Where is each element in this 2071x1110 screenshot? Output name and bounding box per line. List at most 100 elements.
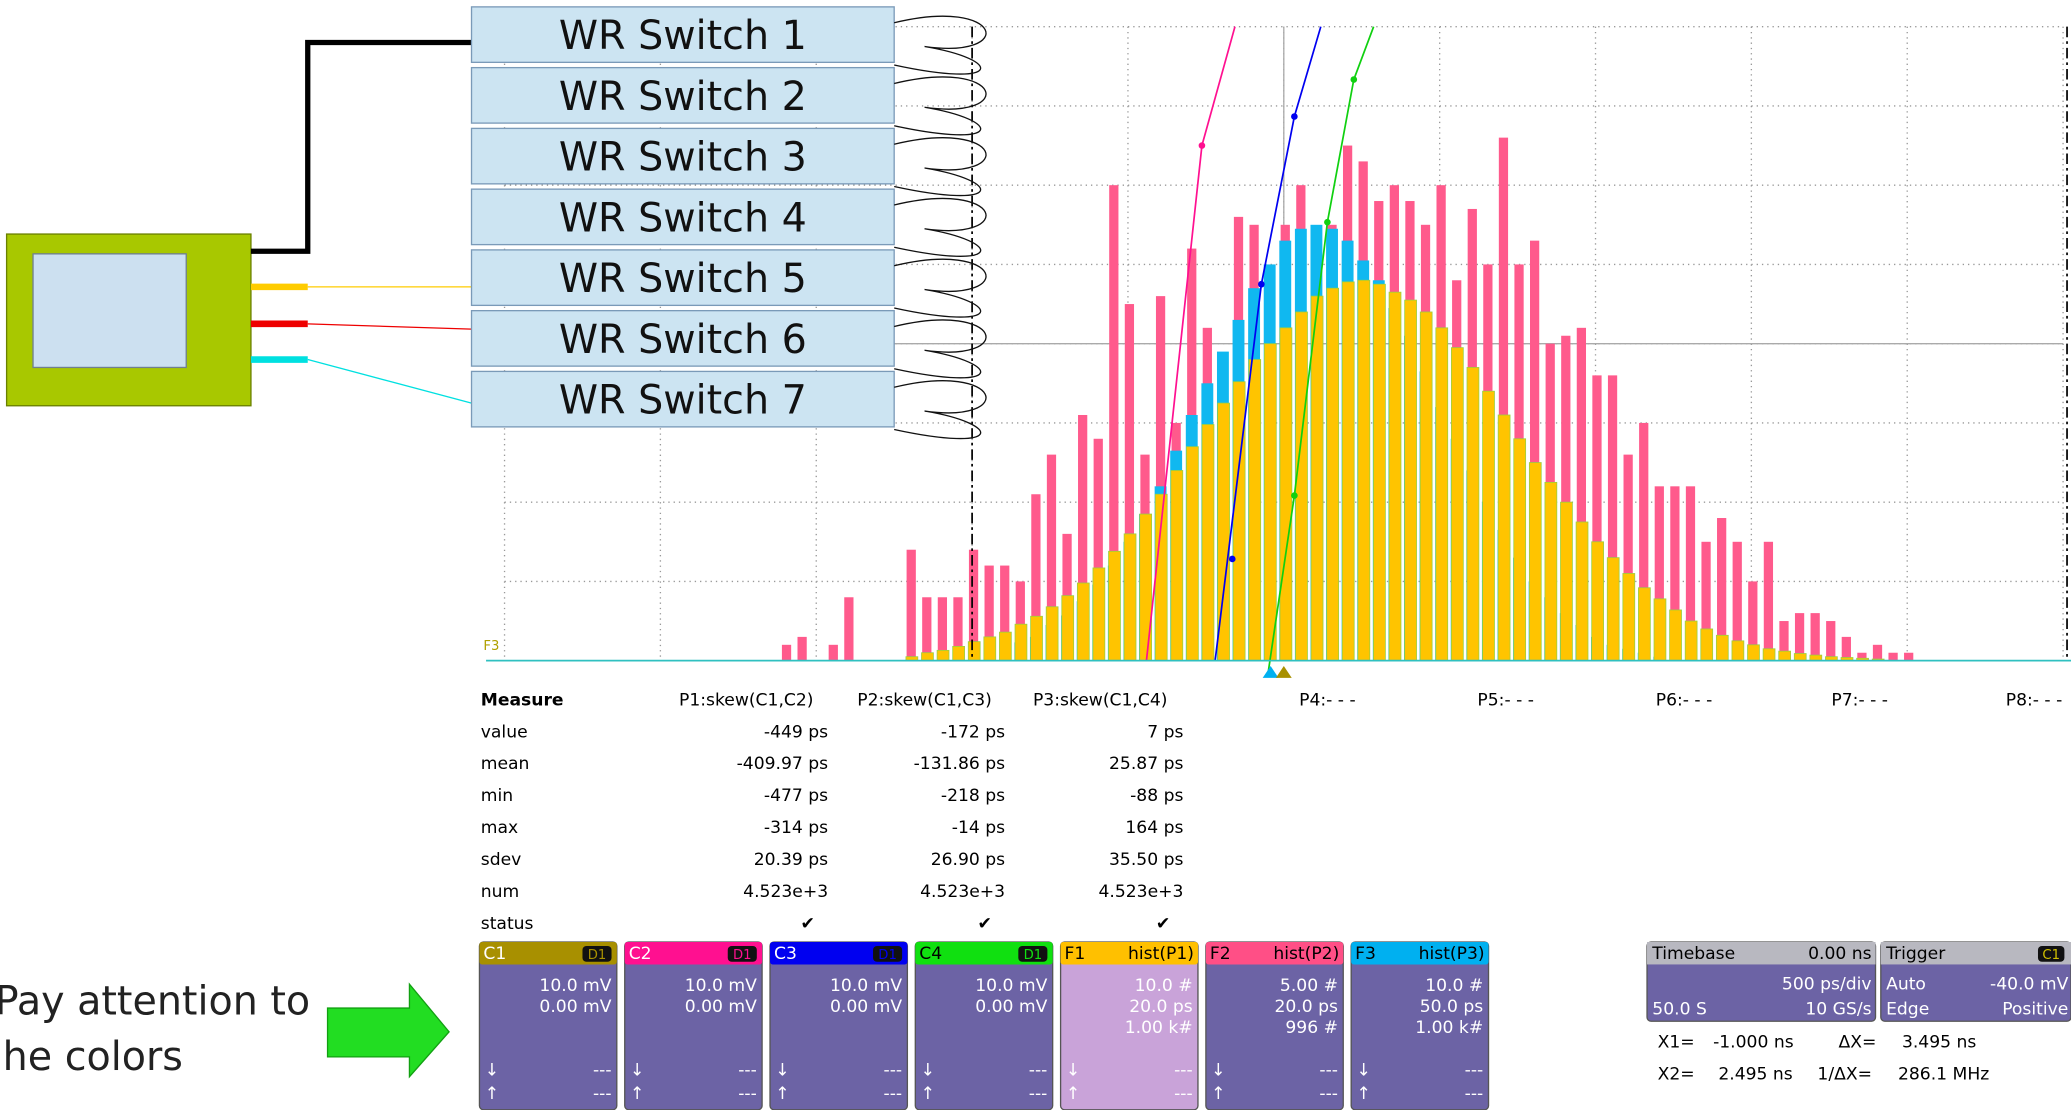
histogram-bar [1202, 425, 1214, 661]
histogram-bar [797, 637, 806, 661]
histogram-bar [1545, 482, 1557, 660]
histogram-bar [1140, 514, 1152, 661]
measure-cell: ✔ [1156, 914, 1170, 934]
param-header: P4:- - - [1299, 691, 1356, 711]
measure-cell: -477 ps [764, 786, 828, 806]
trigger-level: -40.0 mV [1990, 975, 2069, 995]
histogram-bar [1763, 649, 1775, 661]
channel-name: F1 [1065, 944, 1086, 964]
channel-name: C4 [919, 944, 942, 964]
histogram-bar [1685, 621, 1697, 661]
badge-text: D1 [588, 948, 607, 963]
channel-boxes: C1D110.0 mV0.00 mV↓---↑---C2D110.0 mV0.0… [479, 942, 1488, 1110]
trace-label: F3 [483, 639, 499, 654]
channel-value: 10.0 mV [975, 976, 1047, 996]
histogram-bar [1732, 641, 1744, 661]
histogram-bar [1592, 542, 1604, 661]
page: F3 WR Switch 1WR Switch 2WR Switch 3WR S… [0, 0, 2071, 1110]
cursor-arrow: ↓ [485, 1060, 499, 1080]
trigger-source: C1 [2042, 948, 2060, 963]
switch-label: WR Switch 5 [559, 256, 807, 302]
histogram-bar [1233, 382, 1245, 661]
cursor-arrow: ↓ [921, 1060, 935, 1080]
channel-value: 10.0 mV [830, 976, 902, 996]
measure-cell: 4.523e+3 [743, 882, 828, 902]
row-label: max [481, 818, 518, 838]
histogram-bar [1888, 653, 1897, 661]
timebase-rate: 10 GS/s [1805, 1000, 1871, 1020]
histogram-bar [1405, 300, 1417, 661]
channel-value: 0.00 mV [975, 997, 1047, 1017]
trace-dot [1199, 142, 1206, 149]
histogram-bar [1358, 280, 1370, 660]
histogram-bar [1842, 637, 1851, 661]
trigger-title: Trigger [1885, 944, 1946, 964]
measure-header: Measure [481, 691, 564, 711]
cursor-value: --- [1174, 1060, 1193, 1080]
measure-cell: ✔ [801, 914, 815, 934]
histogram-bar [1373, 284, 1385, 660]
cursor-arrow: ↓ [775, 1060, 789, 1080]
measure-cell: -218 ps [941, 786, 1005, 806]
cursor-arrow: ↓ [1066, 1060, 1080, 1080]
histogram-bar [907, 550, 916, 661]
histogram-bar [1623, 573, 1635, 660]
histogram-bar [1109, 551, 1121, 660]
histogram-bar [1280, 328, 1292, 661]
cursor-readout: 1/ΔX= [1817, 1064, 1872, 1084]
histogram-bar [1311, 296, 1323, 661]
channel-function: hist(P1) [1128, 944, 1194, 964]
channel-value: 1.00 k# [1415, 1018, 1483, 1038]
channel-value: 5.00 # [1280, 976, 1338, 996]
histogram-bar [1327, 288, 1339, 660]
channel-value: 10.0 mV [539, 976, 611, 996]
channel-name: C3 [774, 944, 797, 964]
measure-cell: 25.87 ps [1109, 754, 1183, 774]
switch-label: WR Switch 3 [559, 135, 807, 181]
channel-name: C1 [483, 944, 506, 964]
switch-label: WR Switch 2 [559, 74, 807, 120]
channel-function: hist(P3) [1419, 944, 1485, 964]
row-label: min [481, 786, 513, 806]
note: Pay attention to [0, 979, 310, 1025]
measure-cell: 26.90 ps [931, 850, 1005, 870]
histogram-bar [1607, 558, 1619, 661]
histogram-bar [1436, 328, 1448, 661]
cursor-readout: X2= [1658, 1064, 1695, 1084]
measure-cell: -449 ps [764, 722, 828, 742]
cursor-arrow: ↑ [921, 1084, 935, 1104]
histogram-bar [1062, 596, 1074, 661]
histogram-bar [937, 650, 949, 660]
histogram-bar [1779, 651, 1791, 661]
row-label: mean [481, 754, 530, 774]
trace-dot [1324, 219, 1331, 226]
trace-dot [1229, 556, 1236, 563]
timebase-title: Timebase [1651, 944, 1735, 964]
histogram-bar [1638, 588, 1650, 661]
switch-label: WR Switch 6 [559, 317, 807, 363]
channel-value: 20.0 ps [1129, 997, 1193, 1017]
histogram-bar [1811, 613, 1820, 661]
channel-function: hist(P2) [1273, 944, 1339, 964]
histogram-bar [922, 653, 934, 661]
channel-value: 0.00 mV [539, 997, 611, 1017]
measure-cell: -314 ps [764, 818, 828, 838]
histogram-bar [1794, 654, 1806, 661]
channel-value: 10.0 mV [685, 976, 757, 996]
channel-value: 10.0 # [1135, 976, 1193, 996]
channel-value: 0.00 mV [685, 997, 757, 1017]
histogram-bar [1031, 616, 1043, 660]
cursor-value: --- [884, 1084, 903, 1104]
histogram-bar [1015, 624, 1027, 660]
cursor-readout: 286.1 MHz [1898, 1064, 1989, 1084]
param-header: P1:skew(C1,C2) [679, 691, 814, 711]
param-header: P6:- - - [1656, 691, 1713, 711]
histogram-bar [968, 642, 980, 661]
channel-value: 996 # [1285, 1018, 1338, 1038]
param-header: P5:- - - [1477, 691, 1534, 711]
cursor-value: --- [738, 1084, 757, 1104]
cursor-arrow: ↑ [630, 1084, 644, 1104]
histogram-bar [1171, 470, 1183, 660]
histogram-bar [1483, 391, 1495, 660]
histogram-bar [1514, 439, 1526, 661]
